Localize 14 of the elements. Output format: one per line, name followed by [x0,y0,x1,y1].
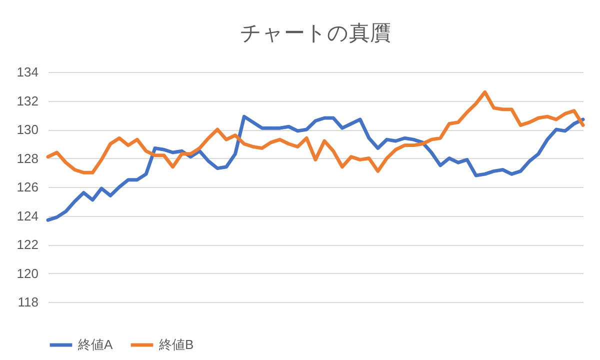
legend-label: 終値A [77,337,113,352]
line-series [46,90,585,174]
y-tick-label: 120 [16,266,38,281]
y-tick-label: 128 [16,150,38,166]
y-tick-label: 124 [16,208,38,224]
legend-label: 終値B [158,337,194,352]
y-tick-label: 130 [16,122,38,137]
y-tick-label: 134 [16,64,38,80]
line-series [46,114,585,222]
chart-title: チャートの真贋 [240,22,391,45]
y-tick-label: 126 [16,180,38,194]
y-tick-label: 122 [16,237,38,252]
y-tick-label: 132 [16,93,38,108]
y-tick-label: 118 [18,294,38,310]
